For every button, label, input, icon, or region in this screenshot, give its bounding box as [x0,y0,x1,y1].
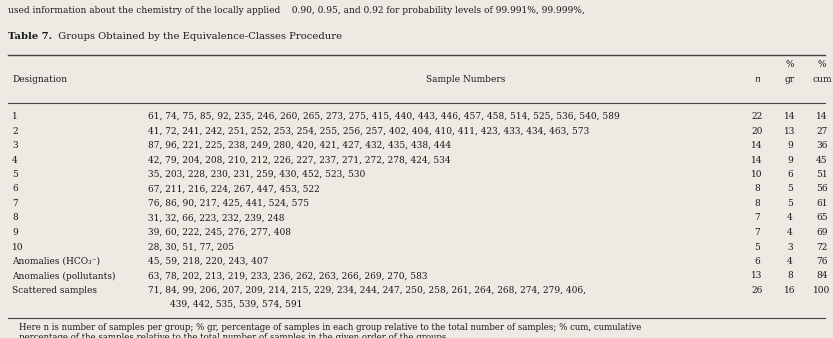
Text: 13: 13 [785,126,796,136]
Text: used information about the chemistry of the locally applied    0.90, 0.95, and 0: used information about the chemistry of … [8,6,585,15]
Text: 76, 86, 90, 217, 425, 441, 524, 575: 76, 86, 90, 217, 425, 441, 524, 575 [148,199,309,208]
Text: 9: 9 [12,228,17,237]
Text: 7: 7 [754,214,760,222]
Text: Designation: Designation [12,75,67,84]
Text: 61: 61 [816,199,828,208]
Text: 71, 84, 99, 206, 207, 209, 214, 215, 229, 234, 244, 247, 250, 258, 261, 264, 268: 71, 84, 99, 206, 207, 209, 214, 215, 229… [148,286,586,295]
Text: 31, 32, 66, 223, 232, 239, 248: 31, 32, 66, 223, 232, 239, 248 [148,214,285,222]
Text: 65: 65 [816,214,828,222]
Text: cum: cum [812,75,832,84]
Text: n: n [754,75,760,84]
Text: %: % [818,60,826,69]
Text: 9: 9 [787,155,793,165]
Text: 87, 96, 221, 225, 238, 249, 280, 420, 421, 427, 432, 435, 438, 444: 87, 96, 221, 225, 238, 249, 280, 420, 42… [148,141,451,150]
Text: 28, 30, 51, 77, 205: 28, 30, 51, 77, 205 [148,242,234,251]
Text: 13: 13 [751,271,763,281]
Text: 8: 8 [787,271,793,281]
Text: 22: 22 [751,112,763,121]
Text: 36: 36 [816,141,828,150]
Text: 4: 4 [787,228,793,237]
Text: 6: 6 [12,185,17,193]
Text: Groups Obtained by the Equivalence-Classes Procedure: Groups Obtained by the Equivalence-Class… [52,32,342,41]
Text: 2: 2 [12,126,17,136]
Text: 35, 203, 228, 230, 231, 259, 430, 452, 523, 530: 35, 203, 228, 230, 231, 259, 430, 452, 5… [148,170,365,179]
Text: 42, 79, 204, 208, 210, 212, 226, 227, 237, 271, 272, 278, 424, 534: 42, 79, 204, 208, 210, 212, 226, 227, 23… [148,155,451,165]
Text: 56: 56 [816,185,828,193]
Text: 76: 76 [816,257,828,266]
Text: 8: 8 [754,185,760,193]
Text: 1: 1 [12,112,17,121]
Text: gr: gr [785,75,795,84]
Text: 5: 5 [787,199,793,208]
Text: 67, 211, 216, 224, 267, 447, 453, 522: 67, 211, 216, 224, 267, 447, 453, 522 [148,185,320,193]
Text: Scattered samples: Scattered samples [12,286,97,295]
Text: 4: 4 [12,155,17,165]
Text: 14: 14 [751,155,763,165]
Text: Table 7.: Table 7. [8,32,52,41]
Text: 69: 69 [816,228,828,237]
Text: 4: 4 [787,214,793,222]
Text: 10: 10 [751,170,763,179]
Text: 8: 8 [754,199,760,208]
Text: 84: 84 [816,271,828,281]
Text: 26: 26 [751,286,763,295]
Text: Sample Numbers: Sample Numbers [426,75,506,84]
Text: 9: 9 [787,141,793,150]
Text: 100: 100 [813,286,831,295]
Text: 14: 14 [816,112,828,121]
Text: Here n is number of samples per group; % gr, percentage of samples in each group: Here n is number of samples per group; %… [8,323,641,332]
Text: 61, 74, 75, 85, 92, 235, 246, 260, 265, 273, 275, 415, 440, 443, 446, 457, 458, : 61, 74, 75, 85, 92, 235, 246, 260, 265, … [148,112,620,121]
Text: Anomalies (pollutants): Anomalies (pollutants) [12,271,116,281]
Text: Anomalies (HCO₃⁻): Anomalies (HCO₃⁻) [12,257,100,266]
Text: 20: 20 [751,126,763,136]
Text: 14: 14 [784,112,796,121]
Text: 41, 72, 241, 242, 251, 252, 253, 254, 255, 256, 257, 402, 404, 410, 411, 423, 43: 41, 72, 241, 242, 251, 252, 253, 254, 25… [148,126,589,136]
Text: 5: 5 [787,185,793,193]
Text: %: % [786,60,795,69]
Text: 4: 4 [787,257,793,266]
Text: 10: 10 [12,242,23,251]
Text: 45: 45 [816,155,828,165]
Text: 8: 8 [12,214,17,222]
Text: 3: 3 [12,141,17,150]
Text: 72: 72 [816,242,828,251]
Text: 45, 59, 218, 220, 243, 407: 45, 59, 218, 220, 243, 407 [148,257,268,266]
Text: 16: 16 [784,286,796,295]
Text: 7: 7 [12,199,17,208]
Text: 3: 3 [787,242,793,251]
Text: 5: 5 [754,242,760,251]
Text: 51: 51 [816,170,828,179]
Text: 6: 6 [787,170,793,179]
Text: 7: 7 [754,228,760,237]
Text: 439, 442, 535, 539, 574, 591: 439, 442, 535, 539, 574, 591 [170,299,302,309]
Text: percentage of the samples relative to the total number of samples in the given o: percentage of the samples relative to th… [8,333,449,338]
Text: 63, 78, 202, 213, 219, 233, 236, 262, 263, 266, 269, 270, 583: 63, 78, 202, 213, 219, 233, 236, 262, 26… [148,271,427,281]
Text: 6: 6 [754,257,760,266]
Text: 5: 5 [12,170,17,179]
Text: 27: 27 [816,126,828,136]
Text: 39, 60, 222, 245, 276, 277, 408: 39, 60, 222, 245, 276, 277, 408 [148,228,291,237]
Text: 14: 14 [751,141,763,150]
